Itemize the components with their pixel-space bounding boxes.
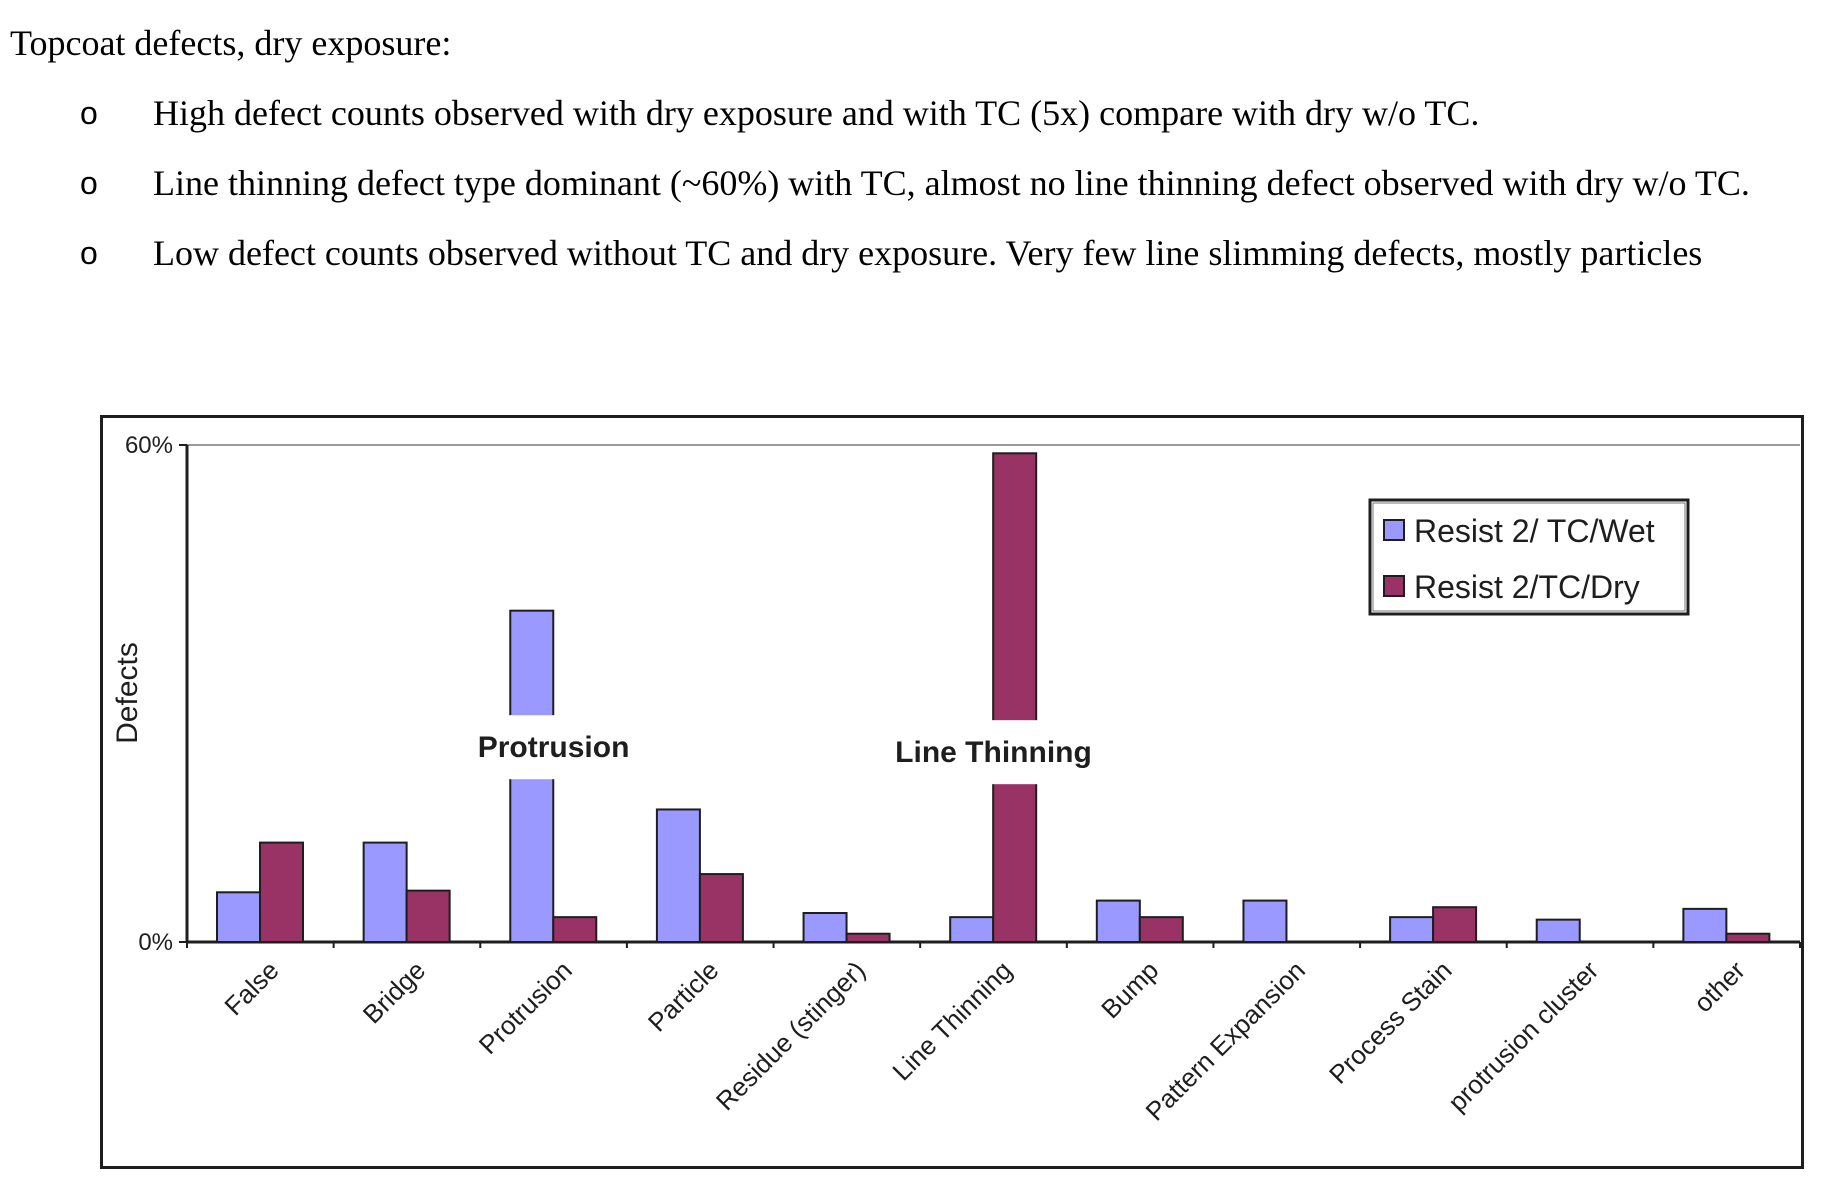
bar [1095, 899, 1141, 944]
bullet-text: Line thinning defect type dominant (~60%… [153, 163, 1750, 203]
y-axis-title: Defects [111, 642, 144, 744]
category-label: Pattern Expansion [1140, 955, 1311, 1126]
bar [1535, 918, 1581, 944]
category-label: Protrusion [473, 955, 578, 1060]
category-label: protrusion cluster [1442, 955, 1604, 1117]
bullet-marker: o [80, 95, 98, 131]
annotation-background [463, 715, 644, 780]
section-heading: Topcoat defects, dry exposure: [10, 23, 452, 63]
category-label: Bump [1095, 955, 1164, 1024]
category-label: Particle [642, 955, 725, 1038]
bullet-item: o Low defect counts observed without TC … [10, 230, 1825, 276]
bar [552, 916, 598, 943]
bullet-marker: o [80, 165, 98, 201]
bullet-list: o High defect counts observed with dry e… [10, 90, 1825, 276]
y-tick-label: 60% [125, 432, 173, 459]
legend-label: Resist 2/ TC/Wet [1414, 513, 1655, 549]
y-tick-label: 0% [138, 929, 173, 956]
bar [1242, 899, 1288, 944]
category-label: Process Stain [1323, 955, 1458, 1090]
text-block: Topcoat defects, dry exposure: o High de… [10, 20, 1825, 300]
bar [405, 889, 451, 944]
annotation-label: Protrusion [478, 731, 630, 764]
bar [1682, 907, 1728, 944]
bar [1138, 916, 1184, 943]
bar-chart: 0% 60% Defects False Bridge Protrusion Particl… [111, 432, 1801, 1126]
annotation-background [879, 720, 1108, 785]
legend-swatch [1383, 575, 1405, 597]
legend-box [1368, 498, 1690, 616]
bar [1432, 906, 1478, 943]
legend-inner-border [1372, 502, 1686, 612]
bar [1389, 916, 1435, 943]
category-label: False [218, 955, 284, 1021]
bullet-marker: o [80, 235, 98, 271]
category-label: Residue (stinger) [710, 955, 871, 1116]
bullet-item: o High defect counts observed with dry e… [10, 90, 1825, 136]
category-label: Bridge [357, 955, 431, 1029]
bar [655, 808, 701, 944]
bar [362, 841, 408, 944]
bullet-item: o Line thinning defect type dominant (~6… [10, 160, 1825, 206]
bullet-text: High defect counts observed with dry exp… [153, 93, 1480, 133]
bar [216, 891, 261, 943]
bar [949, 916, 995, 943]
category-label: Line Thinning [886, 955, 1017, 1086]
annotation-label: Line Thinning [895, 736, 1092, 769]
bullet-text: Low defect counts observed without TC an… [153, 233, 1703, 273]
bar [698, 873, 744, 943]
bar [1725, 932, 1771, 944]
bar [259, 841, 304, 944]
legend-swatch [1383, 519, 1405, 541]
bar [845, 932, 891, 944]
category-label: other [1688, 955, 1751, 1018]
bar [802, 912, 848, 943]
legend-label: Resist 2/TC/Dry [1414, 569, 1640, 605]
bar [992, 452, 1038, 944]
